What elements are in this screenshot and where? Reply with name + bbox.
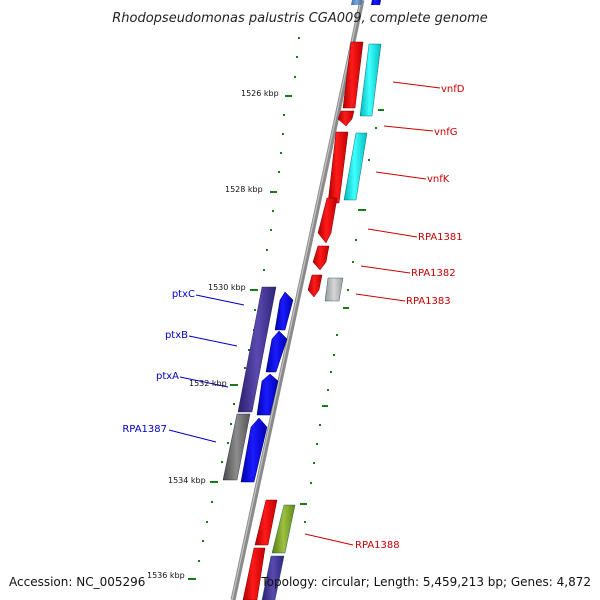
feature-cyan-2 — [343, 132, 368, 201]
accession-text: Accession: NC_005296 — [9, 575, 145, 589]
gene-label-ptxB: ptxB — [165, 330, 188, 341]
gene-RPA1387 — [240, 417, 268, 483]
tick-label: 1532 kbp — [189, 379, 227, 388]
gene-label-ptxC: ptxC — [172, 289, 195, 300]
map-title: Rhodopseudomonas palustris CGA009, compl… — [112, 11, 488, 26]
gene-ptxB — [265, 330, 288, 373]
reverse-genes — [240, 291, 294, 483]
feature-track-right — [261, 43, 382, 600]
gene-vnfK — [327, 131, 349, 204]
tick-label: 1536 kbp — [147, 571, 185, 580]
gene-label-RPA1383: RPA1383 — [406, 296, 451, 307]
genome-backbone-highlight — [231, 0, 362, 600]
feature-lightgray — [324, 277, 344, 302]
feature-olive — [271, 504, 296, 554]
gene-RPA1388-b — [242, 547, 266, 600]
feature-indigo-bottom — [261, 555, 285, 600]
genome-backbone — [230, 0, 365, 600]
gene-vnfD — [342, 41, 364, 109]
forward-genes — [242, 41, 364, 600]
tick-label: 1528 kbp — [225, 185, 263, 194]
gene-label-vnfD: vnfD — [441, 84, 465, 95]
gene-feature-blue-top — [371, 0, 381, 5]
tick-label: 1530 kbp — [208, 283, 246, 292]
gene-vnfG — [337, 110, 355, 127]
gene-label-RPA1388: RPA1388 — [355, 540, 400, 551]
gene-RPA1381 — [317, 197, 338, 244]
tick-label: 1526 kbp — [241, 89, 279, 98]
gene-label-RPA1381: RPA1381 — [418, 232, 463, 243]
feature-gray — [222, 413, 251, 481]
gene-ptxC — [274, 291, 294, 331]
gene-ptxA — [256, 373, 279, 416]
tick-label: 1534 kbp — [168, 476, 206, 485]
label-leaders — [168, 81, 441, 546]
gene-label-vnfG: vnfG — [434, 127, 458, 138]
feature-track-left — [222, 286, 277, 481]
gene-label-vnfK: vnfK — [427, 174, 450, 185]
gene-label-ptxA: ptxA — [156, 371, 179, 382]
gc-dots — [188, 37, 384, 580]
gene-RPA1388-a — [254, 499, 278, 546]
gene-feature-steel — [351, 0, 362, 5]
feature-cyan-1 — [359, 43, 382, 117]
gene-RPA1382 — [312, 245, 330, 271]
gene-label-RPA1387: RPA1387 — [122, 424, 167, 435]
feature-indigo — [237, 286, 277, 413]
topology-text: Topology: circular; Length: 5,459,213 bp… — [260, 575, 591, 589]
gene-RPA1383 — [307, 274, 323, 298]
gene-label-RPA1382: RPA1382 — [411, 268, 456, 279]
